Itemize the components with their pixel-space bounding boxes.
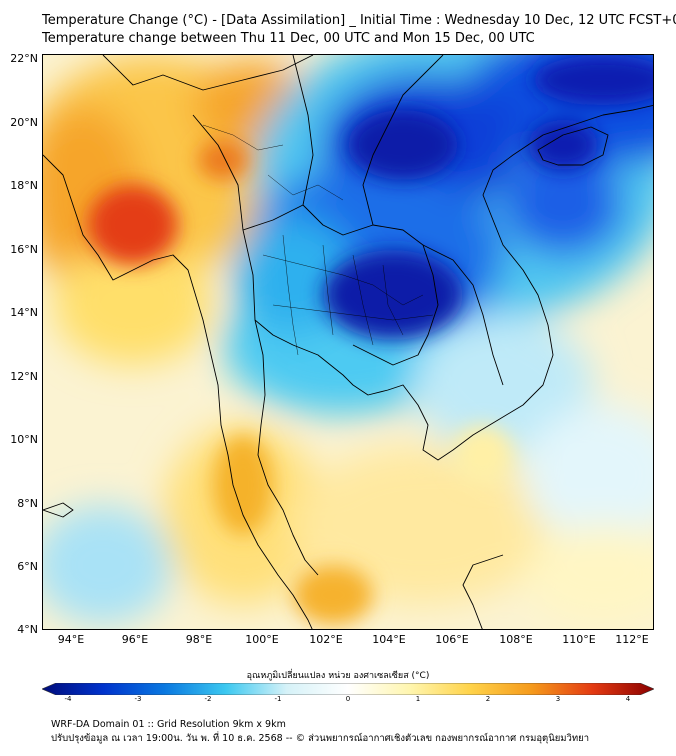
lon-tick-106e: 106°E xyxy=(435,633,469,646)
colorbar-tick: 3 xyxy=(555,695,561,703)
colorbar-tick: -3 xyxy=(134,695,142,703)
lon-tick-94e: 94°E xyxy=(57,633,85,646)
map-canvas xyxy=(43,55,653,629)
title-line-1: Temperature Change (°C) - [Data Assimila… xyxy=(42,13,676,28)
lat-tick-4n: 4°N xyxy=(17,623,38,636)
lat-tick-10n: 10°N xyxy=(10,433,38,446)
lat-tick-22n: 22°N xyxy=(10,52,38,65)
lat-tick-14n: 14°N xyxy=(10,306,38,319)
footer-credit: ปรับปรุงข้อมูล ณ เวลา 19:00น. วัน พ. ที่… xyxy=(51,733,590,744)
footer-model-info: WRF-DA Domain 01 :: Grid Resolution 9km … xyxy=(51,719,286,730)
colorbar-tick: 2 xyxy=(485,695,491,703)
lat-tick-20n: 20°N xyxy=(10,116,38,129)
lat-tick-6n: 6°N xyxy=(17,560,38,573)
colorbar-tick: 0 xyxy=(345,695,351,703)
admin-borders xyxy=(202,124,434,356)
colorbar-tick: 1 xyxy=(415,695,421,703)
lon-tick-112e: 112°E xyxy=(615,633,649,646)
temperature-field xyxy=(43,55,653,625)
coastlines xyxy=(43,55,653,629)
colorbar xyxy=(41,680,655,696)
lat-tick-12n: 12°N xyxy=(10,370,38,383)
colorbar-tick: -1 xyxy=(274,695,282,703)
colorbar-tick: 4 xyxy=(625,695,631,703)
lon-tick-102e: 102°E xyxy=(309,633,343,646)
colorbar-svg xyxy=(41,682,655,696)
lat-tick-8n: 8°N xyxy=(17,497,38,510)
lon-tick-100e: 100°E xyxy=(245,633,279,646)
lat-tick-18n: 18°N xyxy=(10,179,38,192)
colorbar-label: อุณหภูมิเปลี่ยนแปลง หน่วย องศาเซลเซียส (… xyxy=(246,671,430,681)
lon-tick-110e: 110°E xyxy=(562,633,596,646)
lon-tick-98e: 98°E xyxy=(185,633,213,646)
lon-tick-108e: 108°E xyxy=(499,633,533,646)
temperature-change-map xyxy=(42,54,654,630)
lat-tick-16n: 16°N xyxy=(10,243,38,256)
colorbar-tick: -4 xyxy=(64,695,72,703)
lon-tick-104e: 104°E xyxy=(372,633,406,646)
lon-tick-96e: 96°E xyxy=(121,633,149,646)
title-line-2: Temperature change between Thu 11 Dec, 0… xyxy=(42,31,535,46)
colorbar-tick: -2 xyxy=(204,695,212,703)
